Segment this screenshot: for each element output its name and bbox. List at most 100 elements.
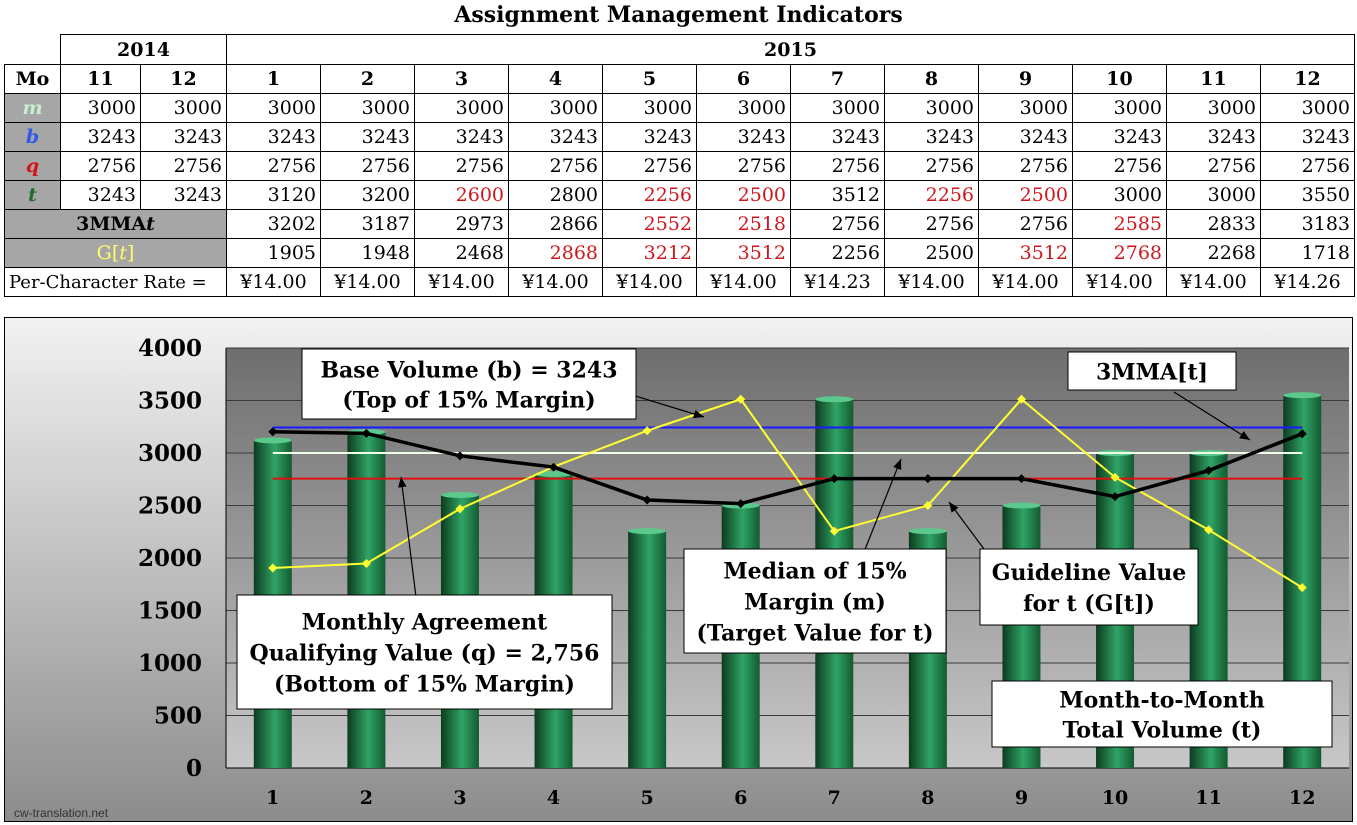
g-cell: 3212 xyxy=(602,238,697,268)
monthly-arrow xyxy=(400,476,417,598)
median-annotation-text: Margin (m) xyxy=(744,590,886,616)
bar-t xyxy=(628,531,667,768)
row-label-3mma: 3MMAt xyxy=(4,209,227,239)
y-tick-label: 0 xyxy=(186,755,202,782)
g-cell: 2500 xyxy=(884,238,979,268)
g-series-point xyxy=(268,563,278,573)
g-label-part: G[ xyxy=(96,242,120,264)
g-cell: 2768 xyxy=(1072,238,1167,268)
guideline-annotation-text: for t (G[t]) xyxy=(1023,591,1155,617)
month-header: 2 xyxy=(320,64,415,94)
value-cell: 2256 xyxy=(602,180,697,210)
value-cell: 3512 xyxy=(790,180,885,210)
value-cell: 2756 xyxy=(978,151,1073,181)
value-cell: 2600 xyxy=(414,180,509,210)
month-header: 8 xyxy=(884,64,979,94)
x-tick-label: 9 xyxy=(1015,787,1028,809)
indicator-table: 2014 2015 Mo 11 12 1 2 3 4 5 6 7 8 9 10 11 12 m 3000 3000 30… xyxy=(4,34,1355,297)
total-annotation-text: Total Volume (t) xyxy=(1063,717,1262,743)
guideline-annotation-box xyxy=(979,548,1199,626)
bar-top xyxy=(253,437,292,444)
mma-series-point xyxy=(549,462,559,472)
mma-cell: 2973 xyxy=(414,209,509,239)
value-cell: 3000 xyxy=(414,93,509,123)
rate-cell: ¥14.00 xyxy=(696,267,791,297)
monthly-annotation-text: Monthly Agreement xyxy=(302,610,548,636)
mma-series-line xyxy=(272,430,1303,506)
mma-annotation-text: 3MMA[t] xyxy=(1096,359,1208,385)
value-cell: 3000 xyxy=(1260,93,1355,123)
guideline-annotation-text: Guideline Value xyxy=(992,560,1187,586)
value-cell: 3243 xyxy=(414,122,509,152)
base-annotation-box xyxy=(301,348,637,420)
median-arrowhead xyxy=(893,459,902,470)
mma-arrowhead xyxy=(1239,430,1250,440)
value-cell: 2756 xyxy=(1072,151,1167,181)
month-header: 12 xyxy=(1260,64,1355,94)
bar-top xyxy=(1002,502,1041,509)
mma-series-point xyxy=(736,499,746,509)
value-cell: 3243 xyxy=(1260,122,1355,152)
y-tick-label: 500 xyxy=(154,703,202,730)
bar-top xyxy=(815,396,854,403)
mma-cell: 3187 xyxy=(320,209,415,239)
value-cell: 3000 xyxy=(1072,180,1167,210)
value-cell: 3000 xyxy=(696,93,791,123)
mma-series-point xyxy=(361,428,371,438)
value-cell: 3243 xyxy=(602,122,697,152)
g-cell: 2468 xyxy=(414,238,509,268)
g-cell: 2256 xyxy=(790,238,885,268)
rate-cell: ¥14.26 xyxy=(1260,267,1355,297)
bar-top xyxy=(1283,392,1322,399)
guideline-arrowhead xyxy=(949,502,959,513)
mma-arrow xyxy=(1173,391,1251,441)
value-cell: 2800 xyxy=(508,180,603,210)
g-series-point xyxy=(361,558,371,568)
g-cell: 2868 xyxy=(508,238,603,268)
mma-series-point xyxy=(829,474,839,484)
value-cell: 3000 xyxy=(978,93,1073,123)
bar-top xyxy=(908,528,947,535)
g-series-point xyxy=(455,504,465,514)
mma-series-point xyxy=(1110,492,1120,502)
median-annotation-text: (Target Value for t) xyxy=(697,621,934,647)
g-series-line xyxy=(272,397,1303,589)
bar-top xyxy=(628,528,667,535)
value-cell: 3243 xyxy=(508,122,603,152)
rate-cell: ¥14.00 xyxy=(602,267,697,297)
value-cell: 3550 xyxy=(1260,180,1355,210)
mma-series-point xyxy=(268,427,278,437)
value-cell: 2756 xyxy=(696,151,791,181)
month-header-label: Mo xyxy=(4,64,61,94)
mma-cell: 2756 xyxy=(884,209,979,239)
month-header: 12 xyxy=(140,64,227,94)
rate-cell: ¥14.00 xyxy=(1072,267,1167,297)
rate-cell: ¥14.23 xyxy=(790,267,885,297)
value-cell: 3243 xyxy=(140,122,227,152)
rate-label: Per-Character Rate = xyxy=(4,267,227,297)
value-cell: 3200 xyxy=(320,180,415,210)
3mma-label-t: t xyxy=(146,213,155,235)
monthly-arrowhead xyxy=(398,477,407,488)
month-header: 11 xyxy=(60,64,141,94)
year-2015: 2015 xyxy=(226,34,1355,65)
y-tick-label: 2500 xyxy=(138,493,202,520)
3mma-label-text: 3MMA xyxy=(76,213,147,235)
row-label-b: b xyxy=(4,122,61,152)
g-label-part: ] xyxy=(126,242,135,264)
month-header: 9 xyxy=(978,64,1073,94)
chart-title: Assignment Management Indicators xyxy=(454,2,903,28)
y-tick-label: 1000 xyxy=(138,650,202,677)
value-cell: 2500 xyxy=(696,180,791,210)
bar-top xyxy=(534,471,573,477)
watermark: cw-translation.net xyxy=(14,806,109,820)
rate-cell: ¥14.00 xyxy=(508,267,603,297)
value-cell: 3243 xyxy=(978,122,1073,152)
value-cell: 2256 xyxy=(884,180,979,210)
x-tick-label: 2 xyxy=(360,787,373,809)
value-cell: 3243 xyxy=(140,180,227,210)
base-annotation-text: (Top of 15% Margin) xyxy=(342,387,595,413)
mma-cell: 2756 xyxy=(790,209,885,239)
bar-top xyxy=(440,492,479,498)
